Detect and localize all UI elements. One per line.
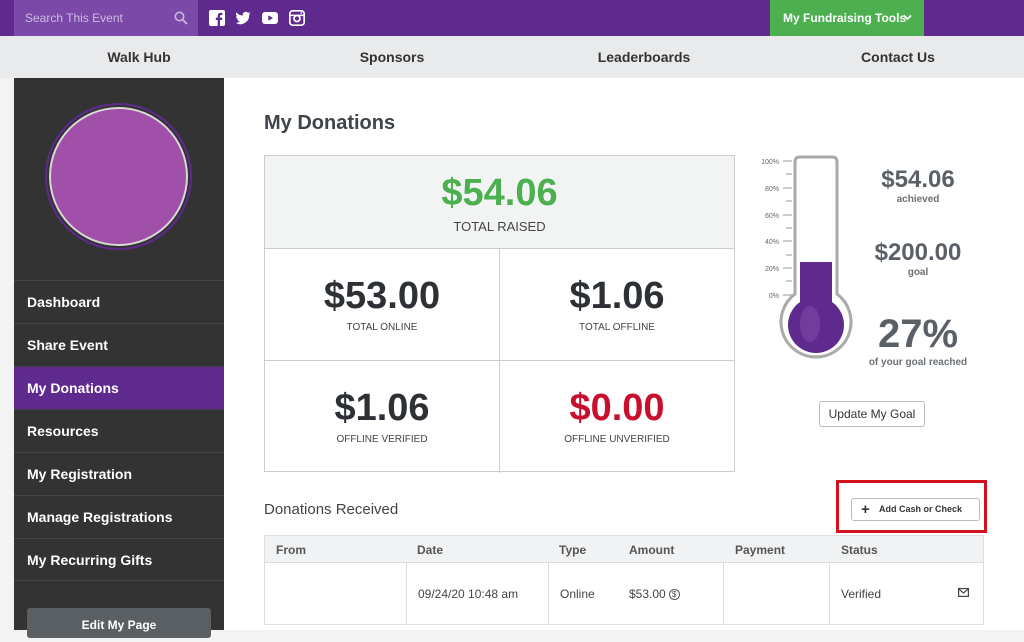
sidebar-item-my-registration[interactable]: My Registration bbox=[14, 452, 224, 495]
col-status[interactable]: Status bbox=[841, 543, 878, 557]
total-raised-label: TOTAL RAISED bbox=[453, 219, 546, 234]
top-bar: My Fundraising Tools bbox=[0, 0, 1024, 36]
row-divider bbox=[548, 563, 549, 625]
offline-verified-amount: $1.06 bbox=[334, 387, 430, 429]
table-header: From Date Type Amount Payment Status bbox=[264, 535, 984, 563]
sidebar: Dashboard Share Event My Donations Resou… bbox=[14, 78, 224, 638]
achieved-amount: $54.06 bbox=[881, 166, 955, 193]
sidebar-item-my-donations[interactable]: My Donations bbox=[14, 366, 224, 409]
col-from[interactable]: From bbox=[276, 543, 306, 557]
thermo-ticks bbox=[783, 160, 792, 296]
thermo-scale-100: 100% bbox=[761, 159, 779, 166]
highlight-box bbox=[836, 480, 987, 533]
add-cash-or-check-label: Add Cash or Check bbox=[879, 504, 963, 514]
thermo-scale-0: 0% bbox=[769, 293, 779, 300]
total-online-cell: $53.00 TOTAL ONLINE bbox=[265, 249, 500, 361]
col-date[interactable]: Date bbox=[417, 543, 444, 557]
total-online-label: TOTAL ONLINE bbox=[346, 322, 418, 333]
cell-date: 09/24/20 10:48 am bbox=[418, 587, 519, 601]
instagram-icon[interactable] bbox=[289, 10, 305, 26]
thermo-scale-20: 20% bbox=[765, 266, 779, 273]
avatar[interactable] bbox=[51, 109, 186, 244]
col-type[interactable]: Type bbox=[559, 543, 587, 557]
achieved-label: achieved bbox=[896, 194, 940, 205]
percent-value: 27% bbox=[877, 312, 959, 356]
thermo-scale-60: 60% bbox=[765, 213, 779, 220]
thermo-scale-40: 40% bbox=[765, 239, 779, 246]
sidebar-item-my-recurring-gifts[interactable]: My Recurring Gifts bbox=[14, 538, 224, 581]
cell-amount: $53.00 $ bbox=[629, 563, 680, 625]
total-raised-cell: $54.06 TOTAL RAISED bbox=[265, 156, 734, 249]
offline-unverified-label: OFFLINE UNVERIFIED bbox=[564, 434, 670, 445]
cell-type: Online bbox=[560, 587, 595, 601]
avatar-ring bbox=[45, 103, 192, 250]
page-title: My Donations bbox=[264, 112, 396, 134]
thermo-scale-80: 80% bbox=[765, 186, 779, 193]
total-offline-amount: $1.06 bbox=[569, 275, 665, 317]
envelope-icon[interactable] bbox=[958, 588, 969, 597]
chevron-down-icon bbox=[903, 14, 912, 21]
offline-verified-label: OFFLINE VERIFIED bbox=[336, 434, 428, 445]
nav-walk-hub[interactable]: Walk Hub bbox=[107, 49, 171, 65]
currency-icon: $ bbox=[668, 589, 680, 601]
achieved-stat: $54.06 achieved bbox=[858, 166, 978, 205]
thermo-highlight bbox=[800, 306, 820, 342]
sidebar-item-share-event[interactable]: Share Event bbox=[14, 323, 224, 366]
sidebar-item-manage-registrations[interactable]: Manage Registrations bbox=[14, 495, 224, 538]
goal-thermometer: 100% 80% 60% 40% 20% 0% bbox=[761, 155, 853, 359]
fundraising-tools-label: My Fundraising Tools bbox=[783, 11, 907, 25]
offline-unverified-amount: $0.00 bbox=[569, 387, 665, 429]
nav-contact-us[interactable]: Contact Us bbox=[861, 49, 935, 65]
twitter-icon[interactable] bbox=[235, 10, 251, 26]
row-divider bbox=[723, 563, 724, 625]
cell-amount-value: $53.00 bbox=[629, 587, 666, 601]
main-content: My Donations $54.06 TOTAL RAISED $53.00 … bbox=[224, 78, 1024, 630]
add-cash-or-check-button[interactable]: + Add Cash or Check bbox=[851, 498, 980, 521]
plus-icon: + bbox=[861, 501, 870, 518]
search-box bbox=[14, 0, 198, 36]
nav-sponsors[interactable]: Sponsors bbox=[359, 49, 425, 65]
sidebar-item-dashboard[interactable]: Dashboard bbox=[14, 280, 224, 323]
goal-amount: $200.00 bbox=[874, 239, 962, 266]
row-divider bbox=[406, 563, 407, 625]
nav-leaderboards[interactable]: Leaderboards bbox=[597, 49, 691, 65]
cell-status: Verified bbox=[841, 587, 882, 601]
offline-verified-cell: $1.06 OFFLINE VERIFIED bbox=[265, 361, 500, 473]
search-icon[interactable] bbox=[174, 11, 188, 25]
col-amount[interactable]: Amount bbox=[629, 543, 675, 557]
edit-my-page-button[interactable]: Edit My Page bbox=[27, 608, 211, 638]
total-online-amount: $53.00 bbox=[323, 275, 441, 317]
total-offline-cell: $1.06 TOTAL OFFLINE bbox=[500, 249, 734, 361]
youtube-icon[interactable] bbox=[262, 10, 278, 26]
total-offline-label: TOTAL OFFLINE bbox=[579, 322, 655, 333]
sidebar-item-resources[interactable]: Resources bbox=[14, 409, 224, 452]
search-input[interactable] bbox=[14, 0, 174, 36]
row-divider bbox=[829, 563, 830, 625]
update-my-goal-button[interactable]: Update My Goal bbox=[819, 401, 925, 427]
donations-received-title: Donations Received bbox=[264, 501, 399, 518]
facebook-icon[interactable] bbox=[209, 10, 225, 26]
main-nav: Walk Hub Sponsors Leaderboards Contact U… bbox=[0, 36, 1024, 78]
table-row[interactable]: 09/24/20 10:48 am Online $53.00 $ Verifie… bbox=[264, 563, 984, 625]
percent-label: of your goal reached bbox=[868, 357, 968, 368]
goal-stat: $200.00 goal bbox=[858, 239, 978, 278]
percent-stat: 27% of your goal reached bbox=[853, 312, 983, 368]
goal-label: goal bbox=[907, 267, 929, 278]
col-payment[interactable]: Payment bbox=[735, 543, 786, 557]
my-fundraising-tools-dropdown[interactable]: My Fundraising Tools bbox=[770, 0, 924, 36]
total-raised-amount: $54.06 bbox=[441, 172, 558, 214]
donation-summary: $54.06 TOTAL RAISED $53.00 TOTAL ONLINE … bbox=[264, 155, 735, 473]
offline-unverified-cell: $0.00 OFFLINE UNVERIFIED bbox=[500, 361, 734, 473]
